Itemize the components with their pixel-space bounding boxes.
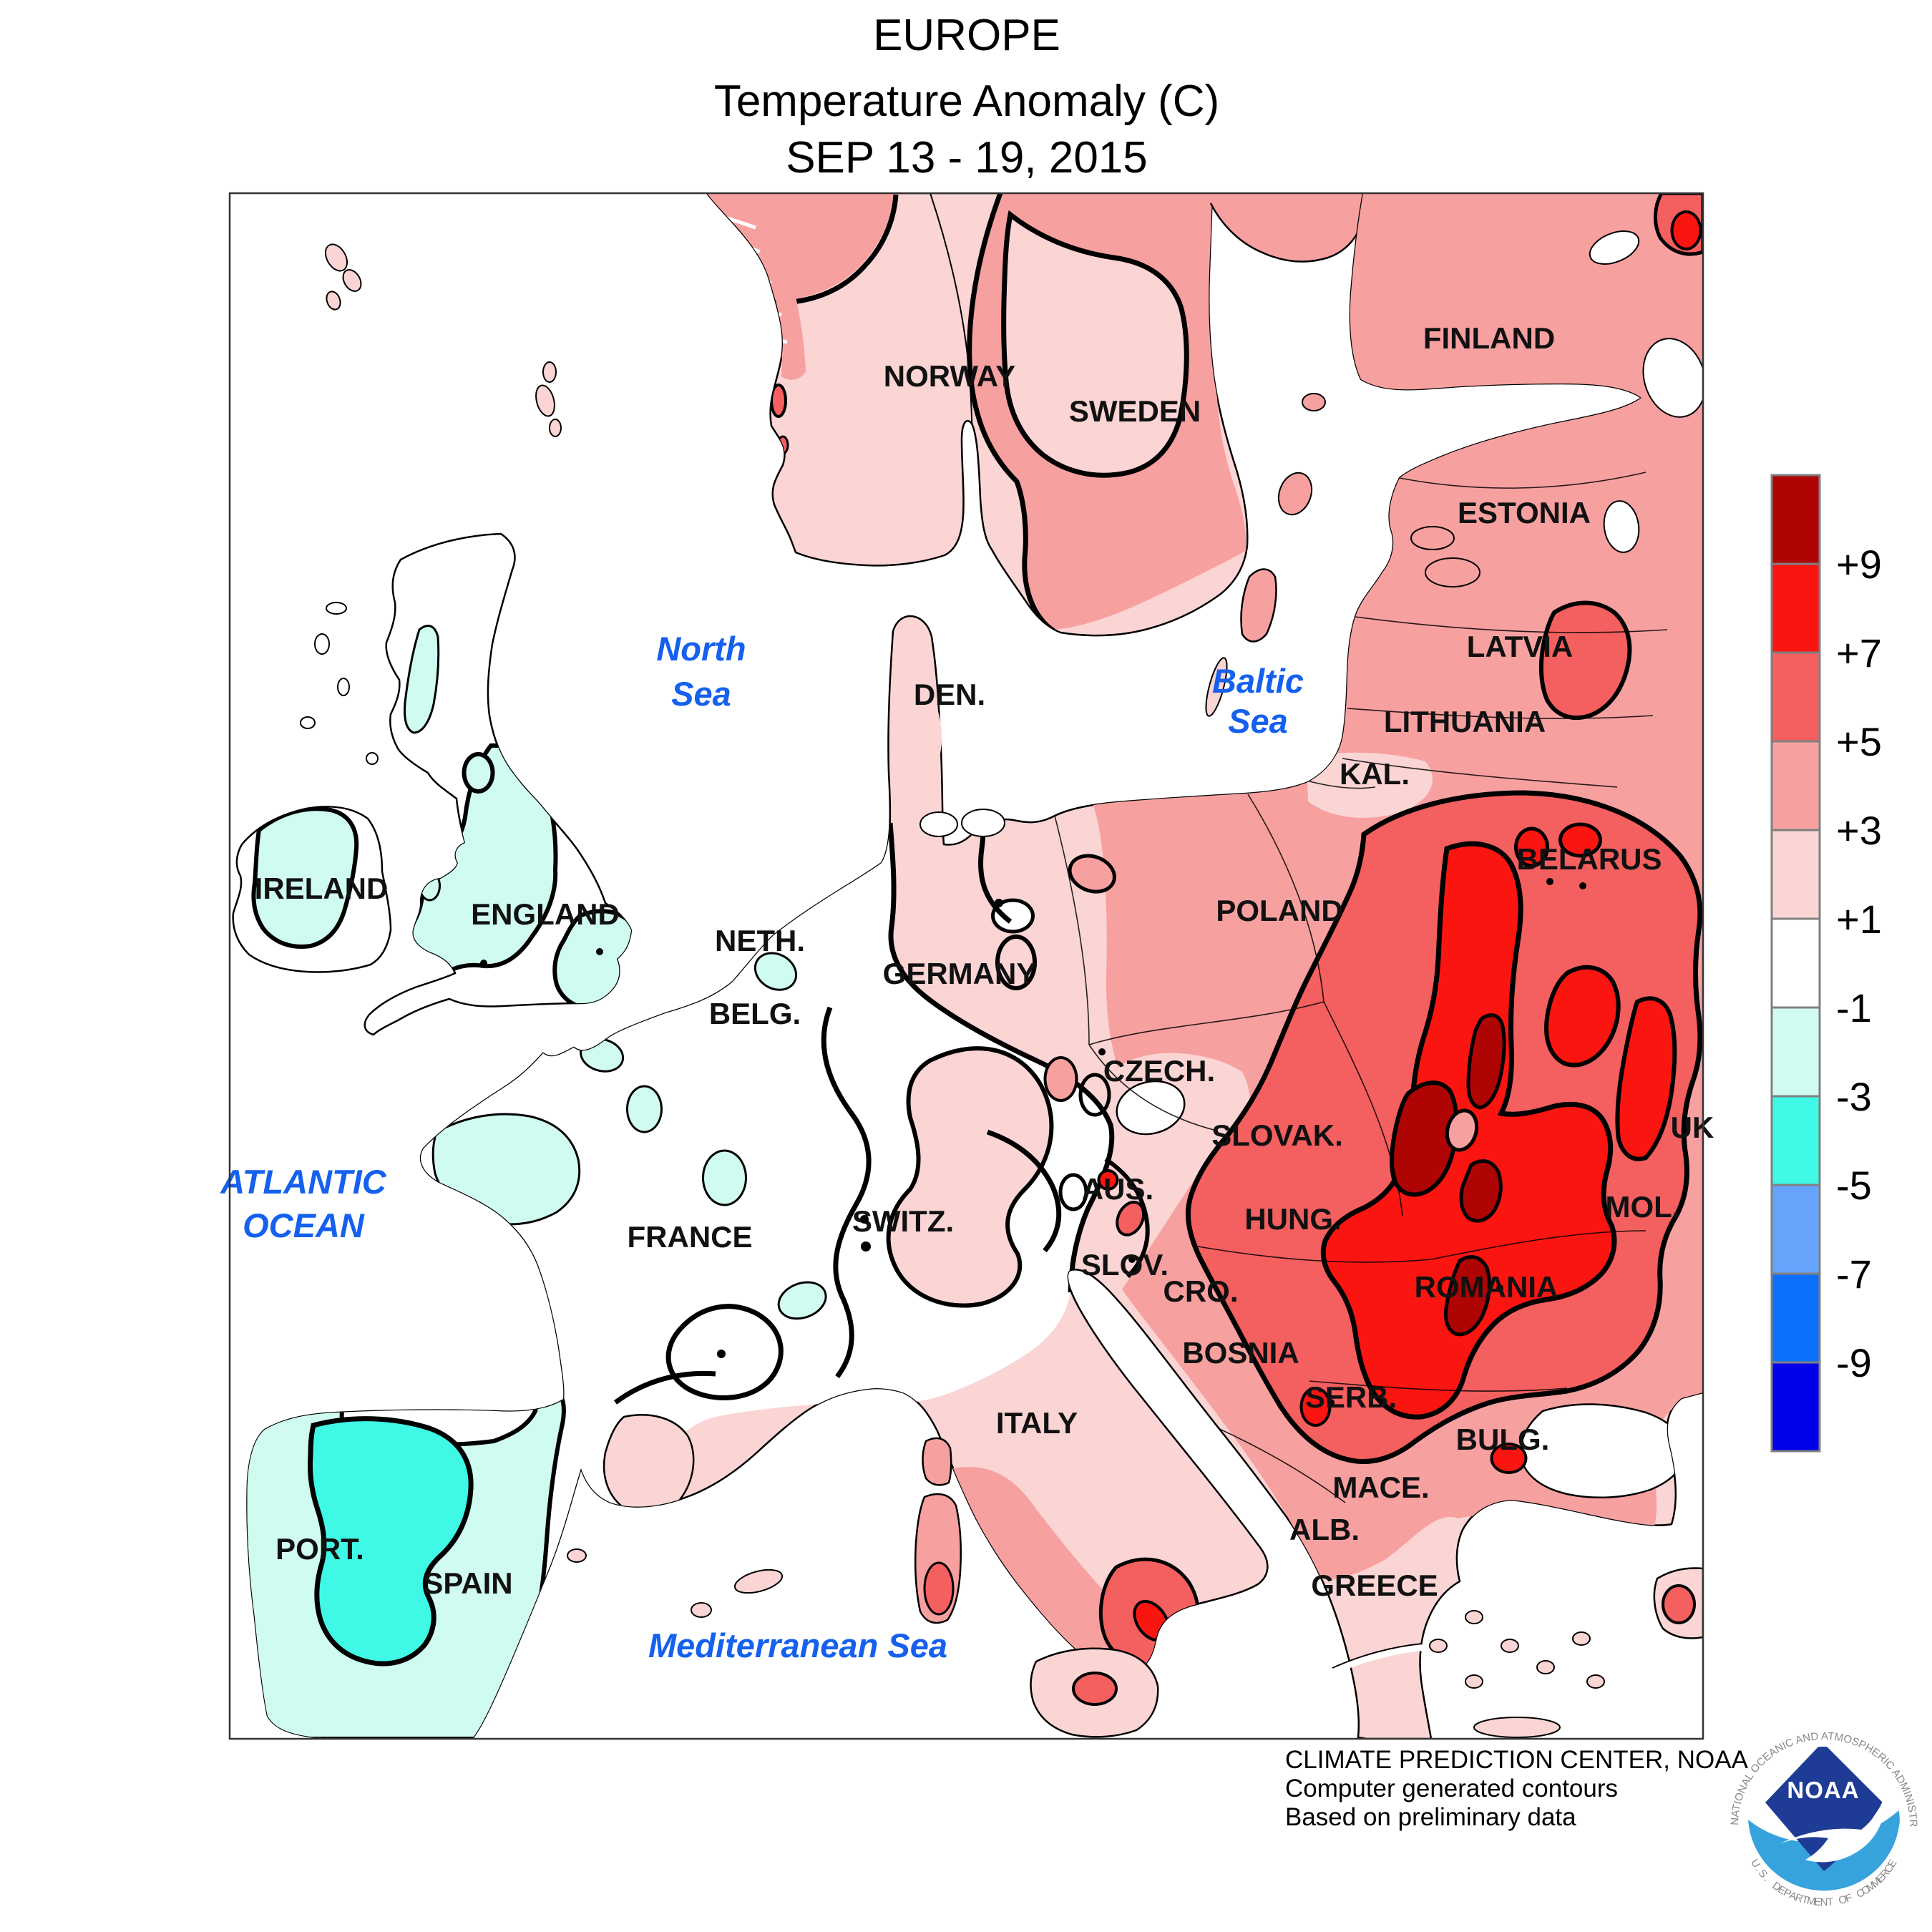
svg-text:SPAIN: SPAIN <box>423 1566 512 1600</box>
svg-text:Baltic: Baltic <box>1212 662 1304 700</box>
svg-text:GREECE: GREECE <box>1311 1568 1438 1602</box>
svg-text:EUROPE: EUROPE <box>873 11 1060 60</box>
svg-text:FRANCE: FRANCE <box>628 1220 753 1254</box>
svg-text:CRO.: CRO. <box>1163 1274 1239 1308</box>
svg-text:+3: +3 <box>1836 808 1882 853</box>
svg-text:HUNG.: HUNG. <box>1244 1202 1341 1236</box>
svg-text:GERMANY: GERMANY <box>883 957 1037 990</box>
svg-text:SWEDEN: SWEDEN <box>1069 394 1201 428</box>
svg-text:AUS.: AUS. <box>1082 1172 1153 1206</box>
svg-text:N: N <box>1820 1896 1828 1908</box>
svg-text:+7: +7 <box>1836 630 1882 675</box>
svg-text:Sea: Sea <box>1228 702 1288 740</box>
svg-text:-7: -7 <box>1836 1252 1872 1297</box>
svg-text:LATVIA: LATVIA <box>1467 630 1574 663</box>
svg-text:CLIMATE PREDICTION CENTER, NOA: CLIMATE PREDICTION CENTER, NOAA <box>1285 1746 1749 1774</box>
svg-text:-5: -5 <box>1836 1163 1872 1208</box>
svg-text:SEP 13 - 19, 2015: SEP 13 - 19, 2015 <box>786 133 1148 182</box>
svg-text:BELARUS: BELARUS <box>1516 842 1662 876</box>
svg-text:POLAND: POLAND <box>1216 894 1342 927</box>
svg-text:FINLAND: FINLAND <box>1423 321 1555 355</box>
svg-text:SERB.: SERB. <box>1305 1380 1397 1414</box>
svg-text:BELG.: BELG. <box>709 997 801 1030</box>
svg-text:PORT.: PORT. <box>275 1532 364 1566</box>
svg-text:CZECH.: CZECH. <box>1103 1054 1215 1088</box>
svg-text:SLOVAK.: SLOVAK. <box>1211 1118 1343 1152</box>
svg-text:NOAA: NOAA <box>1787 1777 1859 1803</box>
svg-text:T: T <box>1827 1896 1834 1908</box>
svg-text:North: North <box>656 630 746 668</box>
svg-text:IRELAND: IRELAND <box>255 872 389 905</box>
svg-text:M: M <box>1806 1895 1817 1908</box>
svg-text:Based on preliminary data: Based on preliminary data <box>1285 1803 1576 1831</box>
svg-text:ENGLAND: ENGLAND <box>471 897 620 931</box>
svg-text:T: T <box>1800 1893 1810 1907</box>
svg-text:Computer generated contours: Computer generated contours <box>1285 1775 1618 1802</box>
svg-text:Mediterranean Sea: Mediterranean Sea <box>648 1626 947 1664</box>
svg-text:+5: +5 <box>1836 719 1882 764</box>
svg-text:NORWAY: NORWAY <box>884 359 1015 393</box>
svg-text:DEN.: DEN. <box>914 678 985 711</box>
svg-text:KAL.: KAL. <box>1340 757 1410 791</box>
svg-text:SWITZ.: SWITZ. <box>852 1204 954 1238</box>
svg-text:UK: UK <box>1671 1111 1714 1144</box>
svg-text:Temperature Anomaly (C): Temperature Anomaly (C) <box>714 77 1219 126</box>
svg-text:+1: +1 <box>1836 897 1882 942</box>
svg-text:NETH.: NETH. <box>715 924 805 957</box>
svg-text:+9: +9 <box>1836 542 1882 587</box>
svg-text:-1: -1 <box>1836 985 1872 1030</box>
svg-text:SLOV.: SLOV. <box>1081 1248 1169 1282</box>
svg-text:MOL.: MOL. <box>1606 1190 1681 1224</box>
svg-text:ROMANIA: ROMANIA <box>1415 1270 1558 1304</box>
svg-text:Sea: Sea <box>671 675 731 713</box>
svg-text:OCEAN: OCEAN <box>243 1206 365 1244</box>
svg-text:BOSNIA: BOSNIA <box>1182 1336 1299 1370</box>
svg-text:ALB.: ALB. <box>1289 1513 1360 1546</box>
svg-text:LITHUANIA: LITHUANIA <box>1384 705 1546 738</box>
svg-text:E: E <box>1813 1896 1821 1908</box>
svg-text:ATLANTIC: ATLANTIC <box>220 1163 387 1201</box>
svg-text:-3: -3 <box>1836 1074 1872 1119</box>
svg-text:-9: -9 <box>1836 1340 1872 1385</box>
svg-text:BULG.: BULG. <box>1456 1423 1550 1456</box>
svg-text:MACE.: MACE. <box>1332 1470 1429 1504</box>
svg-text:ESTONIA: ESTONIA <box>1458 496 1591 530</box>
svg-text:ITALY: ITALY <box>996 1406 1078 1440</box>
